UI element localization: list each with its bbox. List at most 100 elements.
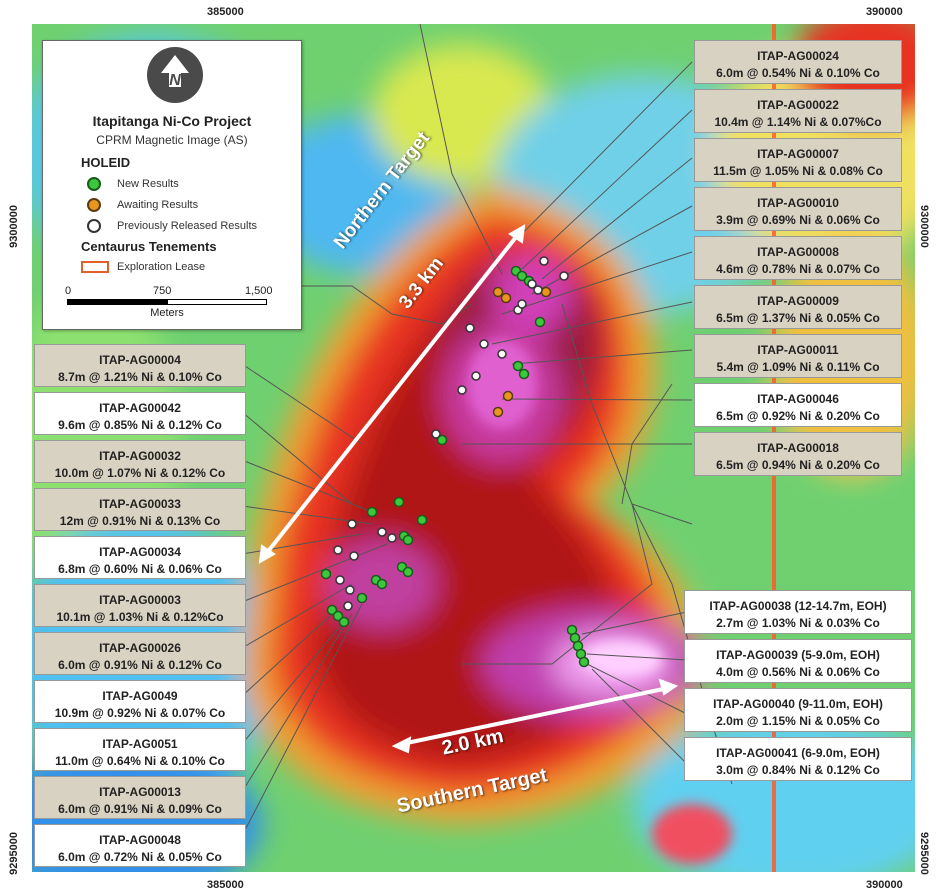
callout-box: ITAP-AG00004 8.7m @ 1.21% Ni & 0.10% Co: [34, 344, 246, 387]
callout-result: 10.1m @ 1.03% Ni & 0.12%Co: [56, 610, 224, 624]
scale-label-750: 750: [153, 285, 172, 297]
scale-unit: Meters: [150, 307, 184, 319]
callout-box: ITAP-AG00040 (9-11.0m, EOH) 2.0m @ 1.15% …: [684, 688, 912, 732]
callout-hole-id: ITAP-AG00026: [99, 641, 181, 655]
white-dot-icon: [87, 219, 101, 233]
callout-box: ITAP-AG00042 9.6m @ 0.85% Ni & 0.12% Co: [34, 392, 246, 435]
callout-box: ITAP-AG00008 4.6m @ 0.78% Ni & 0.07% Co: [694, 236, 902, 280]
legend-label: New Results: [117, 178, 179, 190]
callout-box: ITAP-AG00007 11.5m @ 1.05% Ni & 0.08% Co: [694, 138, 902, 182]
callout-box: ITAP-AG00048 6.0m @ 0.72% Ni & 0.05% Co: [34, 824, 246, 867]
callout-result: 12m @ 0.91% Ni & 0.13% Co: [59, 514, 221, 528]
callout-result: 6.0m @ 0.91% Ni & 0.12% Co: [58, 658, 222, 672]
callout-box: ITAP-AG00041 (6-9.0m, EOH) 3.0m @ 0.84% N…: [684, 737, 912, 781]
coord-right-top: 9300000: [918, 205, 930, 248]
tenements-heading: Centaurus Tenements: [81, 239, 217, 254]
callout-hole-id: ITAP-AG00048: [99, 833, 181, 847]
callout-result: 6.5m @ 1.37% Ni & 0.05% Co: [716, 311, 880, 325]
callout-box: ITAP-AG00003 10.1m @ 1.03% Ni & 0.12%Co: [34, 584, 246, 627]
callout-hole-id: ITAP-AG00024: [757, 49, 839, 63]
legend-item-previous: Previously Released Results: [87, 219, 257, 233]
callout-hole-id: ITAP-AG00011: [757, 343, 839, 357]
callout-result: 10.9m @ 0.92% Ni & 0.07% Co: [54, 706, 226, 720]
legend-item-awaiting: Awaiting Results: [87, 198, 198, 212]
legend-item-new: New Results: [87, 177, 179, 191]
scale-label-1500: 1,500: [245, 285, 273, 297]
callout-box: ITAP-AG0051 11.0m @ 0.64% Ni & 0.10% Co: [34, 728, 246, 771]
callout-result: 6.0m @ 0.91% Ni & 0.09% Co: [58, 802, 222, 816]
legend-label: Previously Released Results: [117, 220, 258, 232]
callout-result: 2.7m @ 1.03% Ni & 0.03% Co: [716, 616, 880, 630]
callout-result: 11.0m @ 0.64% Ni & 0.10% Co: [55, 754, 225, 768]
callout-hole-id: ITAP-AG00022: [757, 98, 839, 112]
callout-result: 6.5m @ 0.94% Ni & 0.20% Co: [716, 458, 880, 472]
callout-hole-id: ITAP-AG00040 (9-11.0m, EOH): [713, 697, 883, 711]
north-arrow-glyph: N: [161, 55, 189, 89]
callout-box: ITAP-AG00039 (5-9.0m, EOH) 4.0m @ 0.56% N…: [684, 639, 912, 683]
callout-result: 8.7m @ 1.21% Ni & 0.10% Co: [58, 370, 222, 384]
lease-label: Exploration Lease: [117, 261, 206, 273]
coord-left-bottom: 9295000: [8, 832, 20, 875]
callout-result: 6.0m @ 0.54% Ni & 0.10% Co: [716, 66, 880, 80]
legend-label: Awaiting Results: [117, 199, 199, 211]
project-subtitle: CPRM Magnetic Image (AS): [96, 133, 248, 147]
lease-swatch-icon: [81, 261, 109, 273]
callout-result: 4.0m @ 0.56% Ni & 0.06% Co: [716, 665, 880, 679]
callout-hole-id: ITAP-AG0049: [102, 689, 178, 703]
callout-hole-id: ITAP-AG00008: [757, 245, 839, 259]
southern-target-arrow: [391, 678, 679, 754]
project-title: Itapitanga Ni-Co Project: [92, 113, 252, 129]
callout-hole-id: ITAP-AG00039 (5-9.0m, EOH): [716, 648, 880, 662]
callout-box: ITAP-AG00034 6.8m @ 0.60% Ni & 0.06% Co: [34, 536, 246, 579]
callout-hole-id: ITAP-AG00038 (12-14.7m, EOH): [709, 599, 887, 613]
coord-top-right: 390000: [866, 6, 903, 18]
callout-box: ITAP-AG00018 6.5m @ 0.94% Ni & 0.20% Co: [694, 432, 902, 476]
callout-result: 2.0m @ 1.15% Ni & 0.05% Co: [716, 714, 880, 728]
holeid-heading: HOLEID: [81, 155, 131, 170]
callout-hole-id: ITAP-AG00013: [99, 785, 181, 799]
callout-hole-id: ITAP-AG00046: [757, 392, 839, 406]
northern-target-arrow: [258, 224, 526, 564]
drillholes-new: [320, 265, 590, 668]
callout-box: ITAP-AG00046 6.5m @ 0.92% Ni & 0.20% Co: [694, 383, 902, 427]
callout-box: ITAP-AG0049 10.9m @ 0.92% Ni & 0.07% Co: [34, 680, 246, 723]
callout-hole-id: ITAP-AG0051: [102, 737, 178, 751]
callout-box: ITAP-AG00038 (12-14.7m, EOH) 2.7m @ 1.03%…: [684, 590, 912, 634]
map-legend: N Itapitanga Ni-Co Project CPRM Magnetic…: [42, 40, 302, 330]
scale-label-0: 0: [65, 285, 72, 297]
coord-bottom-right: 390000: [866, 879, 903, 891]
coord-bottom-left: 385000: [207, 879, 244, 891]
callout-hole-id: ITAP-AG00004: [99, 353, 181, 367]
coord-left-top: 9300000: [8, 205, 20, 248]
callout-result: 10.4m @ 1.14% Ni & 0.07%Co: [714, 115, 882, 129]
callout-leaders: [241, 61, 693, 837]
callout-hole-id: ITAP-AG00033: [99, 497, 181, 511]
coord-top-left: 385000: [207, 6, 244, 18]
callout-result: 3.9m @ 0.69% Ni & 0.06% Co: [716, 213, 880, 227]
callout-box: ITAP-AG00022 10.4m @ 1.14% Ni & 0.07%Co: [694, 89, 902, 133]
callout-box: ITAP-AG00010 3.9m @ 0.69% Ni & 0.06% Co: [694, 187, 902, 231]
scale-bar-white: [167, 299, 267, 305]
callout-box: ITAP-AG00032 10.0m @ 1.07% Ni & 0.12% Co: [34, 440, 246, 483]
callout-result: 5.4m @ 1.09% Ni & 0.11% Co: [716, 360, 880, 374]
callout-hole-id: ITAP-AG00034: [99, 545, 181, 559]
drillholes-awaiting: [492, 286, 552, 418]
callout-result: 3.0m @ 0.84% Ni & 0.12% Co: [716, 763, 880, 777]
callout-result: 10.0m @ 1.07% Ni & 0.12% Co: [54, 466, 226, 480]
callout-result: 6.5m @ 0.92% Ni & 0.20% Co: [716, 409, 880, 423]
callout-hole-id: ITAP-AG00007: [757, 147, 839, 161]
callout-box: ITAP-AG00011 5.4m @ 1.09% Ni & 0.11% Co: [694, 334, 902, 378]
coord-right-bottom: 9295000: [918, 832, 930, 875]
callout-box: ITAP-AG00009 6.5m @ 1.37% Ni & 0.05% Co: [694, 285, 902, 329]
callout-box: ITAP-AG00026 6.0m @ 0.91% Ni & 0.12% Co: [34, 632, 246, 675]
callout-box: ITAP-AG00024 6.0m @ 0.54% Ni & 0.10% Co: [694, 40, 902, 84]
callout-hole-id: ITAP-AG00003: [99, 593, 181, 607]
callout-hole-id: ITAP-AG00010: [757, 196, 839, 210]
callout-hole-id: ITAP-AG00032: [99, 449, 181, 463]
callout-hole-id: ITAP-AG00009: [757, 294, 839, 308]
callout-hole-id: ITAP-AG00041 (6-9.0m, EOH): [716, 746, 880, 760]
magnetic-highlights: [467, 339, 732, 864]
scale-bar-black: [67, 299, 167, 305]
legend-item-lease: Exploration Lease: [81, 261, 205, 273]
callout-result: 4.6m @ 0.78% Ni & 0.07% Co: [716, 262, 880, 276]
